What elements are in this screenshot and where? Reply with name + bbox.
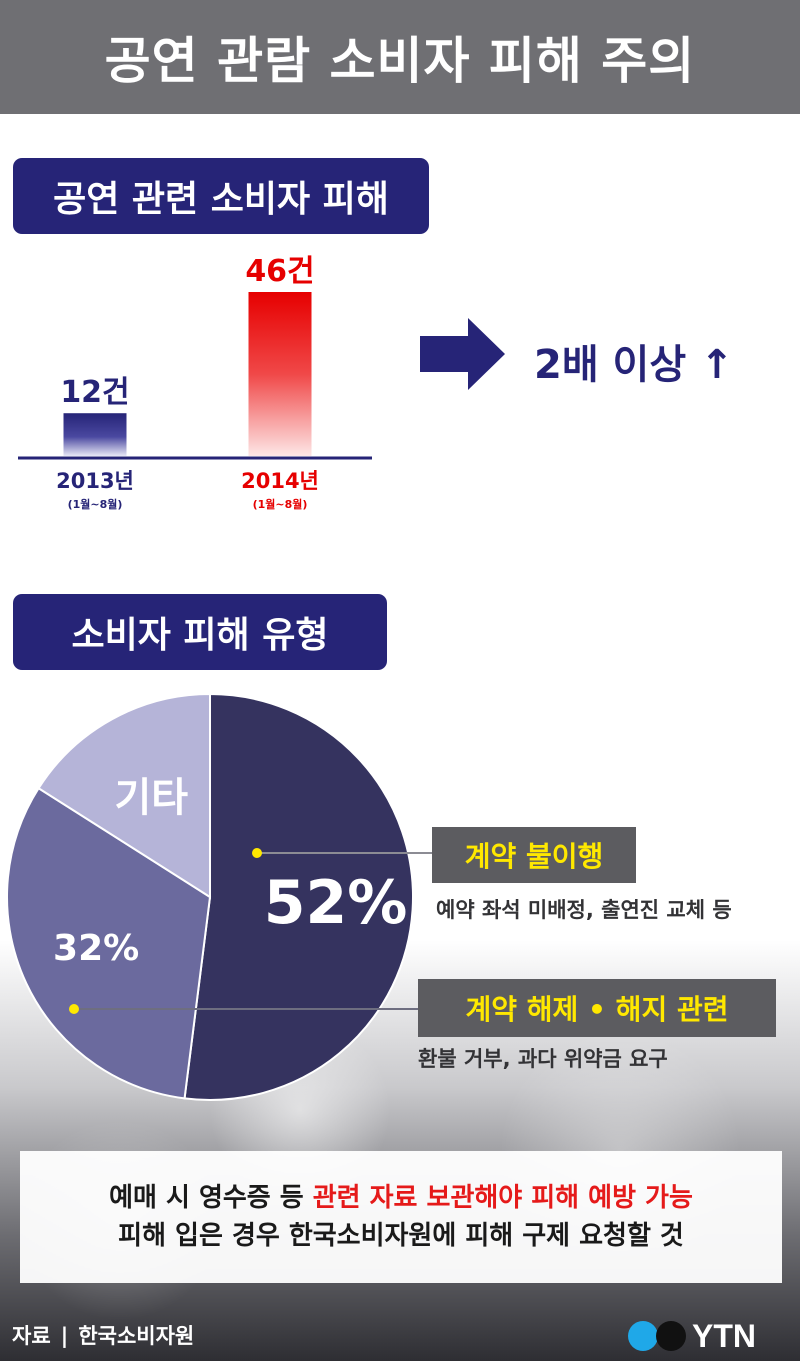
callout-contract-cancellation: 계약 해제 • 해지 관련: [418, 979, 776, 1037]
logo-blue-dot-icon: [628, 1321, 658, 1351]
logo-text: YTN: [692, 1317, 756, 1354]
advice-line-1-prefix: 예매 시 영수증 등: [109, 1183, 313, 1213]
ytn-logo: YTN: [628, 1316, 756, 1356]
advice-line-2: 피해 입은 경우 한국소비자원에 피해 구제 요청할 것: [118, 1221, 684, 1251]
callout-cancellation-desc: 환불 거부, 과다 위약금 요구: [418, 1047, 668, 1071]
callout-nonperformance-desc: 예약 좌석 미배정, 출연진 교체 등: [436, 898, 732, 922]
pie-value-label-1: 32%: [53, 928, 140, 970]
bar-0: [63, 413, 127, 456]
bar-value-label-1: 46건: [245, 254, 315, 289]
pie-value-label-0: 52%: [263, 867, 408, 938]
bar-category-label-0: 2013년: [56, 469, 134, 493]
section-tag-types: 소비자 피해 유형: [13, 594, 387, 670]
bar-1: [248, 292, 312, 456]
pie-slice-0: [183, 692, 414, 1101]
arrow-right-icon: [420, 318, 505, 390]
source-separator: |: [60, 1324, 69, 1348]
advice-line-1: 예매 시 영수증 등 관련 자료 보관해야 피해 예방 가능: [109, 1179, 693, 1217]
leader-dot-0: [252, 848, 262, 858]
bar-period-label-1: (1월~8월): [252, 498, 308, 511]
source-credit: 자료 | 한국소비자원: [12, 1320, 194, 1350]
leader-dot-1: [69, 1004, 79, 1014]
bar-category-label-1: 2014년: [241, 469, 319, 493]
pie-other-label: 기타: [114, 775, 189, 822]
increase-ratio-text: 2배 이상 ↑: [534, 342, 734, 388]
title-bar: 공연 관람 소비자 피해 주의: [0, 0, 800, 114]
pie-slice-2: [37, 692, 211, 899]
section-tag-complaints: 공연 관련 소비자 피해: [13, 158, 429, 234]
page-title: 공연 관람 소비자 피해 주의: [104, 32, 696, 90]
callout-contract-nonperformance: 계약 불이행: [432, 827, 636, 883]
bar-period-label-0: (1월~8월): [67, 498, 123, 511]
source-value: 한국소비자원: [78, 1324, 195, 1348]
source-label: 자료: [12, 1324, 51, 1348]
logo-black-dot-icon: [656, 1321, 686, 1351]
advice-line-1-highlight: 관련 자료 보관해야 피해 예방 가능: [312, 1183, 693, 1213]
advice-note: 예매 시 영수증 등 관련 자료 보관해야 피해 예방 가능 피해 입은 경우 …: [20, 1151, 782, 1283]
bar-value-label-0: 12건: [60, 375, 130, 411]
